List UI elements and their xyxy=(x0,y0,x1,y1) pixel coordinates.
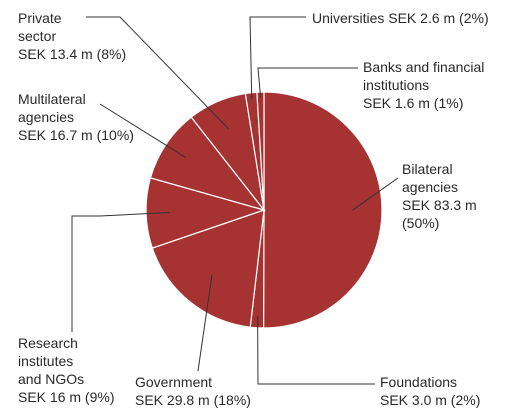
slice-label: Multilateral agencies SEK 16.7 m (10%) xyxy=(18,90,134,144)
value-label: SEK 16 m (9%) xyxy=(18,389,115,405)
slice-label: Government SEK 29.8 m (18%) xyxy=(135,373,251,409)
leader-line xyxy=(249,16,306,99)
value-label: SEK 16.7 m (10%) xyxy=(18,127,134,143)
leader-line xyxy=(257,316,375,385)
slice-label: Bilateral agencies SEK 83.3 m (50%) xyxy=(402,160,477,232)
leader-line xyxy=(352,177,399,211)
category-name: Banks and financial institutions xyxy=(363,59,485,93)
pie-slice xyxy=(262,91,383,329)
value-label: SEK 13.4 m (8%) xyxy=(18,46,127,62)
category-name: Universities xyxy=(312,10,385,26)
leader-line xyxy=(257,67,358,98)
slice-label: Private sector SEK 13.4 m (8%) xyxy=(18,9,126,63)
slice-label: Research institutes and NGOs SEK 16 m (9%… xyxy=(18,334,114,406)
category-name: Bilateral agencies xyxy=(402,161,459,195)
category-name: Foundations xyxy=(380,374,458,390)
category-name: Private sector xyxy=(18,10,62,44)
pie-slice xyxy=(149,116,266,212)
pie-slice xyxy=(151,209,265,328)
leader-line xyxy=(71,211,170,332)
leader-line xyxy=(86,16,229,130)
slice-label: Universities SEK 2.6 m (2%) xyxy=(312,9,489,27)
value-label: SEK 83.3 m (50%) xyxy=(402,197,477,231)
category-name: Research institutes and NGOs xyxy=(18,335,85,387)
value-label: SEK 1.6 m (1%) xyxy=(363,95,464,111)
value-label: SEK 3.0 m (2%) xyxy=(380,392,481,408)
slice-label: Foundations SEK 3.0 m (2%) xyxy=(380,373,480,409)
leader-line xyxy=(197,274,213,372)
leader-line xyxy=(99,103,186,158)
value-label: SEK 29.8 m (18%) xyxy=(135,392,251,408)
value-label: SEK 2.6 m (2%) xyxy=(388,10,489,26)
category-name: Multilateral agencies xyxy=(18,91,86,125)
category-name: Government xyxy=(135,374,213,390)
slice-label: Banks and financial institutions SEK 1.6 … xyxy=(363,58,484,112)
